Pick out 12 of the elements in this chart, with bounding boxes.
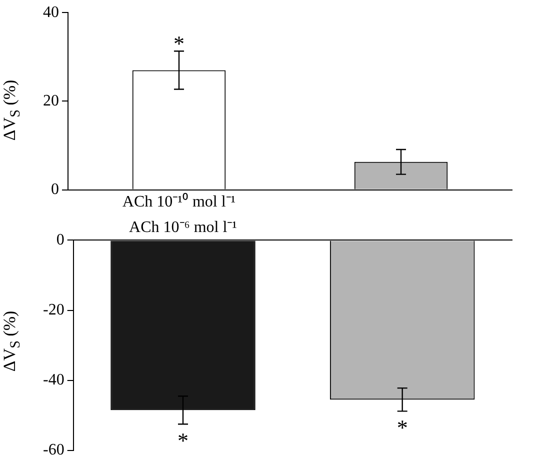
y-tick-label: 40	[43, 4, 59, 21]
annotation: *	[174, 30, 184, 56]
y-tick-label: 0	[51, 181, 59, 198]
x-tick-label: ACh 10⁻⁶ mol l⁻¹	[129, 218, 238, 236]
annotation: *	[396, 414, 408, 440]
x-tick-label: ACh 10⁻¹⁰ mol l⁻¹	[122, 192, 236, 211]
annotation: *	[177, 428, 188, 453]
y-tick-label: -60	[43, 442, 64, 459]
y-tick-label: -20	[43, 301, 64, 318]
y-tick-label: 20	[43, 92, 59, 110]
y-tick-label: -40	[43, 372, 64, 389]
y-tick-label: 0	[56, 231, 64, 248]
